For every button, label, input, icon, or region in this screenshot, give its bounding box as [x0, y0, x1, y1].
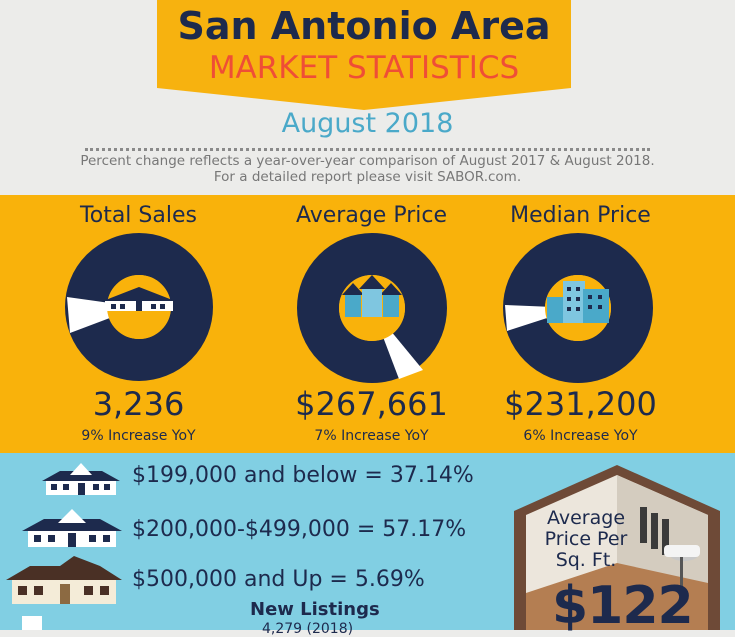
page-title: San Antonio Area [177, 4, 551, 48]
price-range-low: $199,000 and below = 37.14% [132, 463, 474, 488]
listing-icon [22, 616, 42, 630]
price-per-sqft-label: Average Price Per Sq. Ft. [532, 508, 640, 571]
stat-label: Total Sales [80, 203, 197, 228]
house-icon [103, 287, 175, 311]
label-line-2: Price Per [544, 528, 628, 550]
townhouses-icon [342, 275, 402, 317]
stat-value: $231,200 [504, 385, 657, 423]
price-per-sqft-value: $122 [552, 576, 694, 636]
stat-change: 6% Increase YoY [523, 428, 638, 444]
title-banner [157, 0, 571, 88]
price-range-high: $500,000 and Up = 5.69% [132, 567, 425, 592]
title-banner-point [157, 88, 571, 110]
stat-change: 9% Increase YoY [81, 428, 196, 444]
stats-section: Total Sales 3,236 9% Increase YoY Averag… [0, 195, 735, 453]
price-range-mid: $200,000-$499,000 = 57.17% [132, 517, 467, 542]
large-house-icon [6, 556, 122, 604]
report-month: August 2018 [281, 108, 454, 139]
medium-house-icon [22, 509, 122, 547]
label-line-1: Average [546, 507, 626, 529]
report-note: Percent change reflects a year-over-year… [0, 153, 735, 185]
stat-label: Average Price [295, 203, 447, 228]
dotted-divider [85, 148, 650, 151]
note-line-1: Percent change reflects a year-over-year… [80, 153, 655, 169]
stat-change: 7% Increase YoY [314, 428, 429, 444]
average-price-donut [297, 233, 447, 383]
new-listings-value: 4,279 (2018) [262, 621, 354, 637]
median-price-donut [503, 233, 653, 383]
donut-ring [297, 233, 447, 383]
stat-value: 3,236 [92, 385, 185, 423]
label-line-3: Sq. Ft. [555, 549, 617, 571]
note-line-2: For a detailed report please visit SABOR… [213, 169, 522, 185]
total-sales-donut [65, 233, 213, 381]
page-subtitle: MARKET STATISTICS [208, 50, 520, 86]
new-listings-title: New Listings [250, 599, 380, 620]
room-illustration [514, 465, 720, 630]
stat-value: $267,661 [295, 385, 448, 423]
stat-label: Median Price [510, 203, 651, 228]
apartment-building-icon [547, 281, 609, 323]
small-house-icon [42, 463, 120, 495]
